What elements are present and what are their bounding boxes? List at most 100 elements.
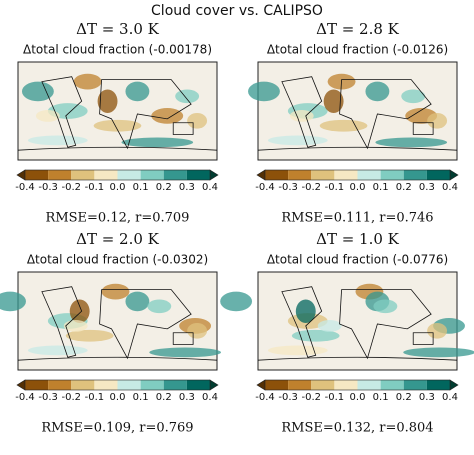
colorbar-segment [357, 170, 381, 180]
colorbar-segment [403, 380, 427, 390]
panel-subtitle: Δtotal cloud fraction (-0.00178) [23, 43, 212, 57]
colorbar-tick-label: -0.1 [85, 392, 105, 403]
map-anomaly [403, 347, 474, 358]
colorbar-frame [24, 379, 211, 391]
panel-subtitle: Δtotal cloud fraction (-0.0776) [267, 253, 448, 267]
colorbar-extension-high [449, 379, 459, 391]
map-anomaly [365, 81, 390, 102]
map-anomaly [27, 135, 88, 146]
map-anomaly [291, 329, 340, 342]
colorbar-segment [288, 170, 312, 180]
figure-title: Cloud cover vs. CALIPSO [151, 3, 323, 19]
map-anomaly [151, 108, 184, 124]
colorbar-segment [288, 380, 312, 390]
colorbar-tick-label: 0.0 [350, 392, 366, 403]
colorbar-extension-high [209, 379, 219, 391]
colorbar-segment [311, 170, 335, 180]
colorbar-segment [71, 380, 95, 390]
colorbar-extension-high [209, 169, 219, 181]
map-anomaly [63, 320, 88, 332]
colorbar-extension-low [256, 169, 266, 181]
panel-stats: RMSE=0.109, r=0.769 [41, 421, 193, 436]
colorbar-tick-label: -0.3 [278, 392, 298, 403]
panel-stats: RMSE=0.111, r=0.746 [281, 211, 433, 226]
colorbar-tick-label: 0.1 [133, 182, 149, 193]
colorbar-segment [380, 380, 404, 390]
map-anomaly [121, 137, 194, 148]
map-anomaly [187, 112, 208, 129]
colorbar-tick-label: -0.3 [38, 392, 58, 403]
colorbar-segment [265, 380, 289, 390]
colorbar-frame [264, 169, 451, 181]
colorbar-segment [25, 170, 49, 180]
continent-outline [17, 76, 218, 151]
colorbar-tick-label: 0.1 [373, 392, 389, 403]
colorbar-tick-label: 0.2 [156, 392, 172, 403]
colorbar-tick-label: 0.1 [373, 182, 389, 193]
colorbar-extension-low [256, 379, 266, 391]
colorbar-segment [334, 170, 358, 180]
map-anomaly [427, 322, 448, 339]
colorbar-frame [24, 169, 211, 181]
colorbar-segment [94, 380, 118, 390]
colorbar-extension-high [449, 169, 459, 181]
map-anomaly [73, 73, 102, 90]
delta-t-label: ΔT = 3.0 K [76, 20, 160, 38]
map-anomaly [187, 322, 208, 339]
colorbar-segment [265, 170, 289, 180]
colorbar-segment [48, 380, 72, 390]
colorbar-tick-label: 0.3 [179, 182, 195, 193]
colorbar-tick-label: -0.2 [61, 182, 81, 193]
colorbar-extension-low [16, 379, 26, 391]
colorbar-tick-label: 0.3 [419, 392, 435, 403]
colorbar-tick-label: 0.2 [396, 182, 412, 193]
colorbar-segment [25, 380, 49, 390]
map-anomaly [220, 291, 253, 312]
colorbar-tick-label: 0.0 [350, 182, 366, 193]
map-anomaly [267, 135, 328, 146]
colorbar-segment [163, 380, 187, 390]
map-anomaly [101, 283, 130, 300]
colorbar-tick-label: -0.4 [255, 182, 275, 193]
colorbar-segment [117, 380, 141, 390]
colorbar-segment [334, 380, 358, 390]
colorbar-segment [48, 170, 72, 180]
colorbar-tick-label: 0.0 [110, 392, 126, 403]
colorbar-segment [71, 170, 95, 180]
colorbar-segment [380, 170, 404, 180]
colorbar-tick-label: 0.0 [110, 182, 126, 193]
colorbar-tick-label: 0.3 [419, 182, 435, 193]
continent-outline [257, 286, 458, 361]
colorbar-tick-label: -0.3 [38, 182, 58, 193]
map-anomaly [295, 299, 316, 323]
colorbar-tick-label: -0.2 [61, 392, 81, 403]
colorbar-tick-label: -0.4 [255, 392, 275, 403]
colorbar-segment [357, 380, 381, 390]
map-anomaly [93, 119, 142, 132]
map-anomaly [175, 89, 200, 104]
continent-outline [17, 286, 218, 361]
colorbar-segment [311, 380, 335, 390]
map-anomaly [149, 347, 221, 358]
panel-stats: RMSE=0.12, r=0.709 [46, 211, 190, 226]
colorbar-tick-label: 0.2 [396, 392, 412, 403]
colorbar-tick-label: 0.1 [133, 392, 149, 403]
delta-t-label: ΔT = 1.0 K [316, 230, 400, 248]
continent-outline [257, 76, 458, 151]
colorbar-tick-label: 0.4 [442, 392, 458, 403]
map-anomaly [427, 112, 448, 129]
map-anomaly [317, 320, 342, 332]
colorbar-tick-label: -0.1 [325, 182, 345, 193]
delta-t-label: ΔT = 2.0 K [76, 230, 160, 248]
map-anomaly [0, 291, 26, 312]
delta-t-label: ΔT = 2.8 K [316, 20, 400, 38]
colorbar-segment [186, 170, 210, 180]
colorbar-tick-label: -0.4 [15, 392, 35, 403]
colorbar-tick-label: -0.1 [325, 392, 345, 403]
colorbar-segment [163, 170, 187, 180]
colorbar-segment [94, 170, 118, 180]
colorbar-segment [117, 170, 141, 180]
colorbar-tick-label: 0.4 [442, 182, 458, 193]
